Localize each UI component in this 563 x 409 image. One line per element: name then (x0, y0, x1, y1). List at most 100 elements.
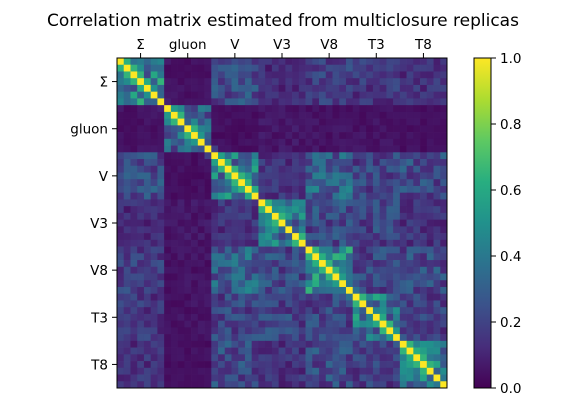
heatmap-cell (117, 293, 125, 301)
heatmap-cell (352, 179, 360, 187)
heatmap-cell (211, 125, 219, 133)
heatmap-cell (352, 145, 360, 153)
heatmap-cell (123, 179, 131, 187)
heatmap-cell (433, 145, 441, 153)
heatmap-cell (305, 84, 313, 93)
heatmap-cell (137, 145, 145, 153)
heatmap-cell (137, 84, 145, 93)
heatmap-cell (197, 98, 205, 106)
heatmap-cell (184, 327, 192, 335)
heatmap-cell (238, 253, 246, 261)
heatmap-cell (177, 327, 185, 335)
heatmap-cell (305, 280, 313, 288)
heatmap-cell (224, 239, 232, 247)
heatmap-cell (440, 219, 448, 227)
heatmap-cell (123, 212, 131, 220)
heatmap-cell (123, 266, 131, 274)
heatmap-cell (406, 91, 414, 99)
heatmap-cell (231, 118, 239, 126)
heatmap-cell (406, 246, 414, 254)
heatmap-cell (191, 84, 199, 93)
heatmap-cell (440, 132, 448, 140)
heatmap-cell (224, 212, 232, 220)
heatmap-cell (366, 206, 374, 214)
heatmap-cell (157, 145, 165, 153)
heatmap-cell (312, 132, 320, 140)
heatmap-cell (244, 179, 253, 187)
heatmap-cell (177, 199, 185, 207)
heatmap-cell (285, 233, 293, 241)
heatmap-cell (177, 71, 185, 79)
heatmap-cell (393, 132, 401, 140)
heatmap-cell (325, 84, 333, 93)
heatmap-cell (184, 307, 192, 315)
heatmap-cell (130, 381, 138, 389)
heatmap-cell (117, 71, 125, 79)
heatmap-cell (339, 179, 347, 187)
heatmap-cell (292, 273, 300, 281)
heatmap-cell (164, 91, 172, 99)
heatmap-cell (292, 118, 300, 126)
heatmap-cell (319, 381, 327, 389)
heatmap-cell (406, 71, 414, 79)
heatmap-cell (413, 313, 421, 321)
heatmap-cell (143, 152, 152, 160)
heatmap-cell (204, 313, 212, 321)
heatmap-cell (332, 381, 340, 389)
heatmap-cell (218, 159, 226, 167)
heatmap-cell (393, 280, 401, 288)
heatmap-cell (332, 159, 340, 167)
heatmap-cell (399, 266, 407, 274)
heatmap-cell (137, 374, 145, 382)
heatmap-cell (292, 145, 300, 153)
heatmap-cell (393, 91, 401, 99)
heatmap-cell (325, 354, 333, 362)
heatmap-cell (420, 293, 428, 301)
heatmap-cell (285, 58, 293, 66)
heatmap-cell (359, 78, 367, 86)
heatmap-cell (359, 152, 367, 160)
heatmap-cell (143, 327, 152, 335)
heatmap-cell (191, 226, 199, 234)
heatmap-cell (305, 132, 313, 140)
heatmap-cell (379, 367, 387, 375)
heatmap-cell (386, 340, 394, 348)
heatmap-cell (319, 145, 327, 153)
heatmap-cell (420, 185, 428, 194)
heatmap-cell (251, 98, 259, 106)
heatmap-cell (305, 239, 313, 247)
heatmap-cell (386, 246, 394, 254)
heatmap-cell (298, 226, 306, 234)
heatmap-cell (265, 340, 273, 348)
heatmap-cell (184, 354, 192, 362)
heatmap-cell (399, 159, 407, 167)
heatmap-cell (211, 347, 219, 355)
heatmap-cell (244, 84, 253, 93)
heatmap-cell (440, 354, 448, 362)
heatmap-cell (345, 165, 354, 173)
heatmap-cell (420, 233, 428, 241)
heatmap-cell (204, 280, 212, 288)
heatmap-cell (372, 293, 380, 301)
heatmap-cell (339, 361, 347, 369)
heatmap-cell (413, 179, 421, 187)
heatmap-cell (150, 91, 158, 99)
heatmap-cell (332, 71, 340, 79)
heatmap-cell (426, 192, 434, 200)
heatmap-cell (312, 361, 320, 369)
heatmap-cell (345, 179, 354, 187)
heatmap-cell (258, 361, 266, 369)
heatmap-cell (305, 179, 313, 187)
heatmap-cell (130, 206, 138, 214)
heatmap-cell (117, 286, 125, 295)
heatmap-cell (440, 118, 448, 126)
heatmap-cell (325, 334, 333, 342)
heatmap-cell (177, 253, 185, 261)
heatmap-cell (372, 125, 380, 133)
heatmap-cell (184, 320, 192, 328)
heatmap-cell (379, 192, 387, 200)
heatmap-cell (271, 327, 279, 335)
heatmap-cell (150, 84, 158, 93)
heatmap-cell (204, 159, 212, 167)
heatmap-cell (406, 58, 414, 66)
